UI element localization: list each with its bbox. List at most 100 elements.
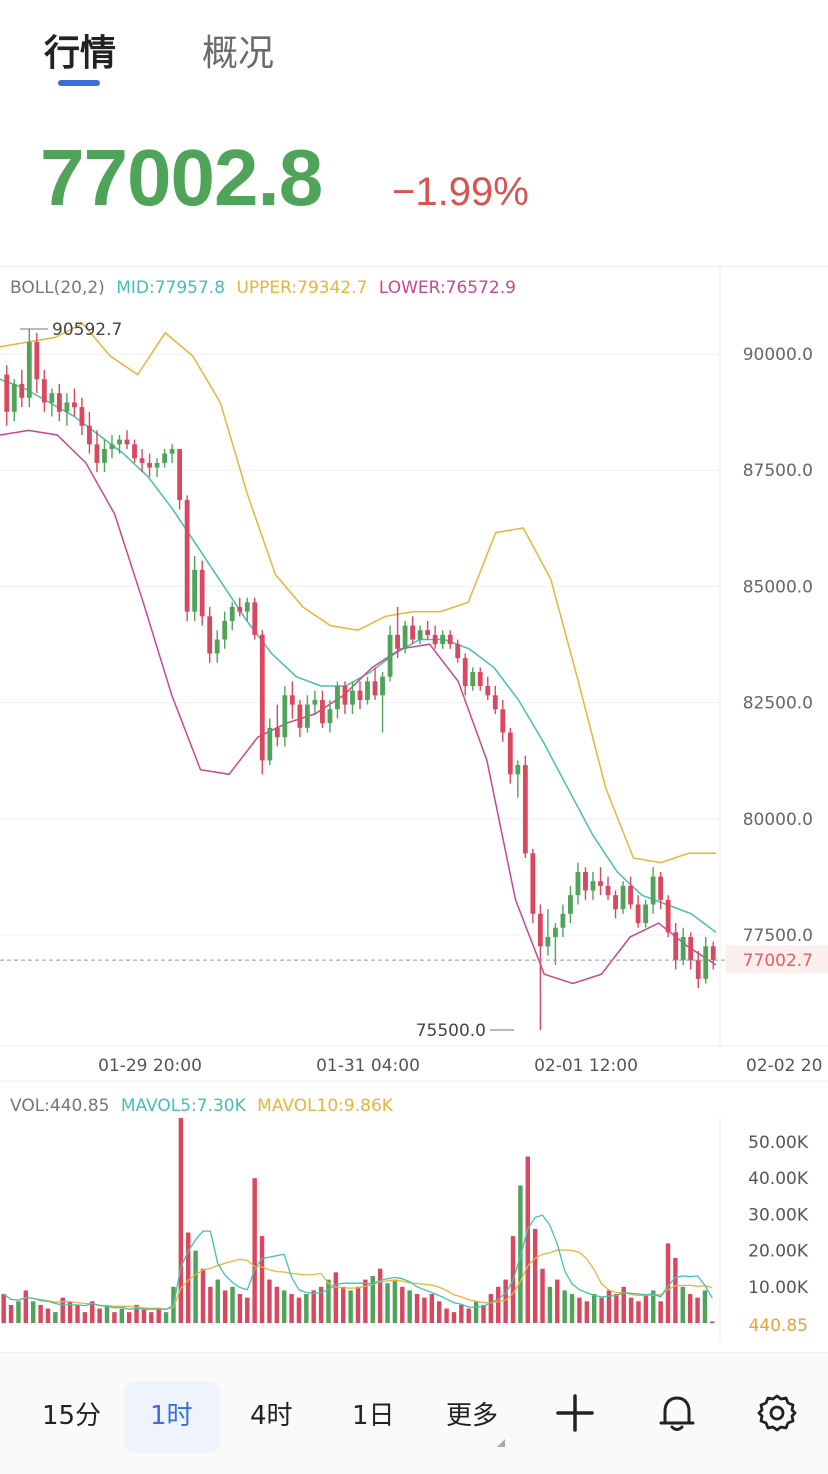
plus-icon[interactable] — [555, 1393, 595, 1433]
candle-body — [598, 881, 603, 886]
volume-bar — [695, 1297, 700, 1323]
volume-bar — [628, 1297, 634, 1323]
time-axis-label: 02-01 12:00 — [534, 1056, 638, 1076]
tab-overview[interactable]: 概况 — [202, 33, 275, 74]
interval-4h-button[interactable]: 4时 — [250, 1401, 293, 1431]
candle-body — [11, 383, 17, 412]
volume-bar — [355, 1286, 361, 1323]
interval-1d-button[interactable]: 1日 — [352, 1401, 395, 1431]
bottom-toolbar: 15分 1时 4时 1日 更多 — [0, 1352, 828, 1474]
volume-bar — [1, 1294, 6, 1323]
volume-bar — [112, 1312, 117, 1323]
volume-bar — [540, 1268, 545, 1323]
volume-bar — [348, 1290, 353, 1323]
volume-bar — [606, 1290, 612, 1323]
volume-bar — [385, 1283, 390, 1323]
volume-bar — [614, 1294, 619, 1323]
bell-icon[interactable] — [657, 1393, 697, 1433]
candle-body — [64, 402, 70, 412]
candle-body — [568, 895, 573, 914]
candle-body — [387, 634, 393, 677]
candle-body — [560, 913, 566, 928]
vol-axis-label: 30.00K — [748, 1205, 809, 1225]
volume-bar — [45, 1308, 51, 1323]
vol-label: VOL:440.85 — [10, 1096, 110, 1116]
volume-bar — [141, 1308, 147, 1323]
candle-body — [455, 644, 461, 659]
candle-body — [19, 383, 25, 398]
volume-bar — [67, 1301, 73, 1323]
candle-body — [688, 937, 694, 961]
candle-body — [440, 634, 446, 645]
candle-body — [365, 681, 370, 700]
volume-bar — [222, 1290, 228, 1323]
price-change-percent: −1.99% — [392, 170, 529, 214]
candle-body — [605, 885, 611, 896]
volume-bar — [665, 1243, 671, 1323]
candle-body — [395, 634, 400, 649]
volume-bar — [407, 1290, 412, 1323]
candle-body — [94, 444, 100, 463]
volume-bar — [178, 1118, 184, 1323]
volume-bar — [326, 1279, 331, 1323]
candle-body — [207, 616, 213, 654]
tab-market[interactable]: 行情 — [44, 33, 117, 74]
mavol5-line — [3, 1214, 713, 1310]
volume-bar — [252, 1178, 257, 1323]
candle-body — [522, 765, 528, 854]
candlestick-chart[interactable]: 90000.0 87500.0 85000.0 82500.0 80000.0 77500… — [0, 266, 828, 1086]
candle-body — [132, 444, 137, 459]
volume-bar — [97, 1308, 102, 1323]
candle-body — [650, 876, 656, 905]
volume-bar — [621, 1286, 626, 1323]
volume-bar — [200, 1268, 206, 1323]
candle-body — [545, 937, 551, 947]
volume-bar — [451, 1312, 457, 1323]
volume-bar — [488, 1294, 494, 1323]
current-price-tag-bg — [726, 945, 828, 974]
candle-body — [492, 695, 498, 710]
divider — [0, 266, 828, 267]
candle-body — [102, 448, 107, 463]
boll-mid: MID:77957.8 — [116, 278, 226, 298]
volume-bar — [230, 1286, 235, 1323]
candle-body — [267, 727, 273, 761]
volume-bar — [259, 1236, 265, 1323]
candle-body — [222, 620, 228, 640]
candle-body — [410, 625, 416, 640]
candle-body — [320, 699, 325, 724]
candle-body — [282, 695, 288, 738]
interval-1h-button[interactable]: 1时 — [150, 1401, 193, 1431]
interval-more-button[interactable]: 更多 — [446, 1401, 499, 1431]
gear-icon[interactable] — [757, 1393, 797, 1433]
volume-chart[interactable]: 50.00K 40.00K 30.00K 20.00K 10.00K 440.85 — [0, 1118, 828, 1348]
candle-body — [252, 602, 258, 635]
candle-body — [658, 876, 664, 900]
volume-bar — [377, 1268, 383, 1323]
candle-body — [485, 686, 491, 696]
candle-body — [425, 630, 431, 635]
volume-bar — [363, 1279, 368, 1323]
active-tab-indicator — [58, 80, 100, 86]
candle-body — [259, 634, 265, 761]
volume-bar — [16, 1301, 21, 1323]
volume-bar — [245, 1297, 250, 1323]
selected-interval-bg — [124, 1381, 220, 1453]
volume-bar — [680, 1286, 685, 1323]
volume-bar — [636, 1301, 641, 1323]
volume-bar — [651, 1290, 656, 1323]
candle-body — [162, 453, 167, 463]
boll-upper-line — [0, 322, 716, 864]
interval-15m-button[interactable]: 15分 — [42, 1401, 102, 1431]
candle-body — [643, 904, 649, 924]
price-axis-label: 77500.0 — [743, 926, 813, 946]
volume-bar — [444, 1308, 449, 1323]
candle-body — [357, 690, 363, 700]
candle-body — [56, 393, 62, 412]
candle-body — [470, 672, 476, 687]
candle-body — [71, 402, 77, 408]
candle-body — [109, 444, 115, 449]
mavol10-label: MAVOL10:9.86K — [257, 1096, 393, 1116]
candle-body — [4, 374, 10, 412]
candle-body — [297, 704, 303, 728]
